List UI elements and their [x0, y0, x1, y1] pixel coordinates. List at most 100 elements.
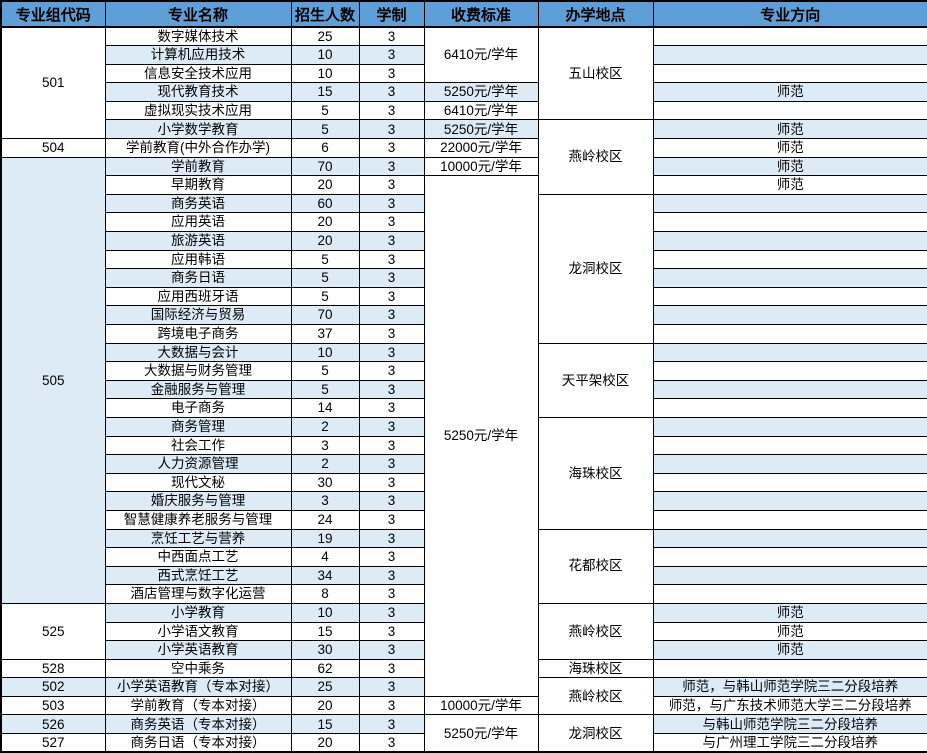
cell-enrollment[interactable]: 20: [290, 231, 360, 251]
cell-direction[interactable]: [652, 305, 927, 325]
cell-group-code[interactable]: 528: [0, 658, 106, 679]
cell-major-name[interactable]: 人力资源管理: [104, 454, 292, 474]
cell-major-name[interactable]: 跨境电子商务: [104, 324, 292, 344]
cell-major-name[interactable]: 商务日语: [104, 268, 292, 288]
cell-major-name[interactable]: 大数据与财务管理: [104, 361, 292, 381]
header-cell-major-name[interactable]: 专业名称: [104, 0, 292, 28]
cell-major-name[interactable]: 小学英语教育（专本对接）: [104, 677, 292, 697]
cell-duration[interactable]: 3: [358, 472, 425, 493]
cell-fee[interactable]: 5250元/学年: [423, 714, 539, 753]
cell-direction[interactable]: [652, 26, 927, 47]
cell-major-name[interactable]: 计算机应用技术: [104, 45, 292, 65]
cell-major-name[interactable]: 婚庆服务与管理: [104, 491, 292, 511]
cell-group-code[interactable]: 527: [0, 733, 106, 753]
cell-enrollment[interactable]: 5: [290, 379, 360, 400]
cell-major-name[interactable]: 数字媒体技术: [104, 26, 292, 47]
cell-duration[interactable]: 3: [358, 268, 425, 288]
cell-duration[interactable]: 3: [358, 212, 425, 233]
cell-fee[interactable]: 10000元/学年: [423, 156, 539, 177]
cell-direction[interactable]: [652, 193, 927, 214]
cell-direction[interactable]: [652, 435, 927, 456]
cell-direction[interactable]: [652, 416, 927, 437]
cell-enrollment[interactable]: 8: [290, 584, 360, 604]
cell-enrollment[interactable]: 5: [290, 249, 360, 270]
cell-enrollment[interactable]: 5: [290, 286, 360, 307]
cell-campus[interactable]: 燕岭校区: [537, 119, 654, 195]
cell-duration[interactable]: 3: [358, 584, 425, 604]
cell-group-code[interactable]: 501: [0, 26, 106, 140]
cell-duration[interactable]: 3: [358, 286, 425, 307]
cell-fee[interactable]: 5250元/学年: [423, 119, 539, 140]
cell-major-name[interactable]: 应用英语: [104, 212, 292, 233]
cell-direction[interactable]: [652, 472, 927, 493]
header-cell-duration[interactable]: 学制: [358, 0, 425, 28]
cell-direction[interactable]: 师范: [652, 82, 927, 102]
cell-enrollment[interactable]: 70: [290, 305, 360, 325]
cell-enrollment[interactable]: 5: [290, 268, 360, 288]
cell-duration[interactable]: 3: [358, 324, 425, 344]
cell-direction[interactable]: 与广州理工学院三二分段培养: [652, 733, 927, 753]
cell-major-name[interactable]: 酒店管理与数字化运营: [104, 584, 292, 604]
cell-duration[interactable]: 3: [358, 100, 425, 121]
cell-enrollment[interactable]: 5: [290, 119, 360, 140]
cell-enrollment[interactable]: 3: [290, 491, 360, 511]
cell-fee[interactable]: 5250元/学年: [423, 82, 539, 102]
cell-direction[interactable]: [652, 286, 927, 307]
cell-major-name[interactable]: 小学教育: [104, 602, 292, 623]
cell-major-name[interactable]: 国际经济与贸易: [104, 305, 292, 325]
cell-major-name[interactable]: 现代文秘: [104, 472, 292, 493]
cell-enrollment[interactable]: 2: [290, 454, 360, 474]
cell-direction[interactable]: 师范: [652, 119, 927, 140]
cell-duration[interactable]: 3: [358, 565, 425, 586]
cell-major-name[interactable]: 虚拟现实技术应用: [104, 100, 292, 121]
cell-duration[interactable]: 3: [358, 175, 425, 195]
cell-major-name[interactable]: 商务英语（专本对接）: [104, 714, 292, 735]
header-cell-group-code[interactable]: 专业组代码: [0, 0, 106, 28]
cell-direction[interactable]: 师范: [652, 138, 927, 158]
cell-enrollment[interactable]: 4: [290, 547, 360, 567]
cell-campus[interactable]: 燕岭校区: [537, 602, 654, 660]
cell-major-name[interactable]: 学前教育(中外合作办学): [104, 138, 292, 158]
cell-enrollment[interactable]: 5: [290, 100, 360, 121]
cell-duration[interactable]: 3: [358, 398, 425, 418]
cell-enrollment[interactable]: 70: [290, 156, 360, 177]
cell-duration[interactable]: 3: [358, 305, 425, 325]
cell-enrollment[interactable]: 20: [290, 695, 360, 716]
cell-major-name[interactable]: 中西面点工艺: [104, 547, 292, 567]
cell-duration[interactable]: 3: [358, 193, 425, 214]
cell-direction[interactable]: 师范: [652, 156, 927, 177]
cell-enrollment[interactable]: 10: [290, 45, 360, 65]
cell-group-code[interactable]: 503: [0, 695, 106, 716]
cell-direction[interactable]: [652, 45, 927, 65]
cell-enrollment[interactable]: 14: [290, 398, 360, 418]
cell-duration[interactable]: 3: [358, 733, 425, 753]
cell-duration[interactable]: 3: [358, 342, 425, 363]
cell-duration[interactable]: 3: [358, 231, 425, 251]
cell-direction[interactable]: [652, 212, 927, 233]
cell-duration[interactable]: 3: [358, 416, 425, 437]
cell-direction[interactable]: [652, 454, 927, 474]
cell-group-code[interactable]: 525: [0, 602, 106, 660]
cell-major-name[interactable]: 小学英语教育: [104, 640, 292, 660]
cell-major-name[interactable]: 旅游英语: [104, 231, 292, 251]
cell-major-name[interactable]: 商务管理: [104, 416, 292, 437]
cell-direction[interactable]: [652, 584, 927, 604]
cell-major-name[interactable]: 金融服务与管理: [104, 379, 292, 400]
cell-enrollment[interactable]: 20: [290, 212, 360, 233]
header-cell-campus[interactable]: 办学地点: [537, 0, 654, 28]
cell-enrollment[interactable]: 20: [290, 733, 360, 753]
cell-direction[interactable]: [652, 509, 927, 530]
cell-campus[interactable]: 海珠校区: [537, 416, 654, 530]
cell-enrollment[interactable]: 20: [290, 175, 360, 195]
cell-campus[interactable]: 五山校区: [537, 26, 654, 121]
cell-duration[interactable]: 3: [358, 26, 425, 47]
cell-duration[interactable]: 3: [358, 695, 425, 716]
cell-major-name[interactable]: 应用西班牙语: [104, 286, 292, 307]
cell-fee[interactable]: 10000元/学年: [423, 695, 539, 716]
cell-duration[interactable]: 3: [358, 249, 425, 270]
cell-direction[interactable]: 师范: [652, 175, 927, 195]
cell-campus[interactable]: 天平架校区: [537, 342, 654, 418]
cell-major-name[interactable]: 西式烹饪工艺: [104, 565, 292, 586]
cell-enrollment[interactable]: 30: [290, 472, 360, 493]
cell-major-name[interactable]: 社会工作: [104, 435, 292, 456]
